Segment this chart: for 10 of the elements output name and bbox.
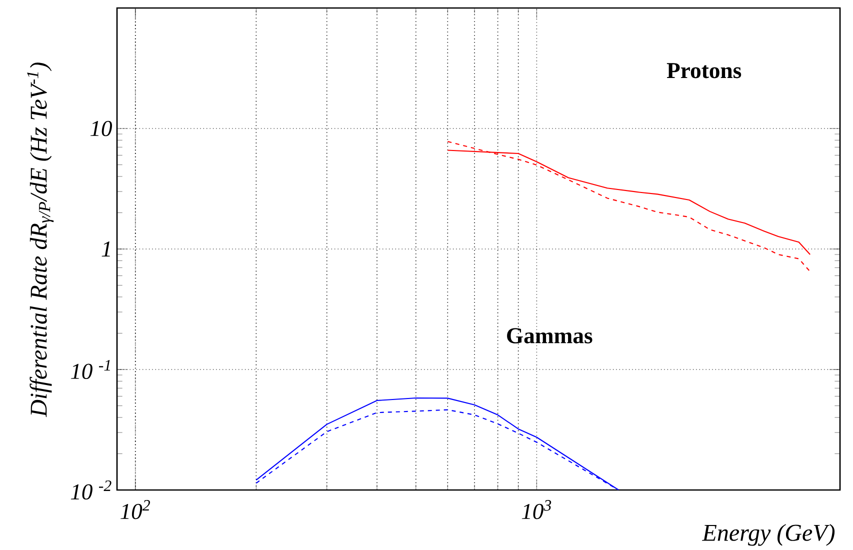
y-tick-label: 10 <box>90 120 112 136</box>
y-axis-title: Differential Rate dR$_{γ/P}$/dE (Hz TeV$^{-1}$) <box>27 62 54 418</box>
x-tick-label: 10$^{2}$ <box>120 500 150 520</box>
y-tick-label: 10 $^{-1}$ <box>70 360 110 380</box>
y-tick-label: 10 $^{-2}$ <box>70 480 112 500</box>
annotation: Protons <box>666 63 742 78</box>
annotation: Gammas <box>507 328 592 344</box>
x-tick-label: 10$^{3}$ <box>522 500 552 520</box>
x-axis-title: Energy (GeV) <box>702 524 835 546</box>
y-tick-label: 1 <box>102 242 110 256</box>
